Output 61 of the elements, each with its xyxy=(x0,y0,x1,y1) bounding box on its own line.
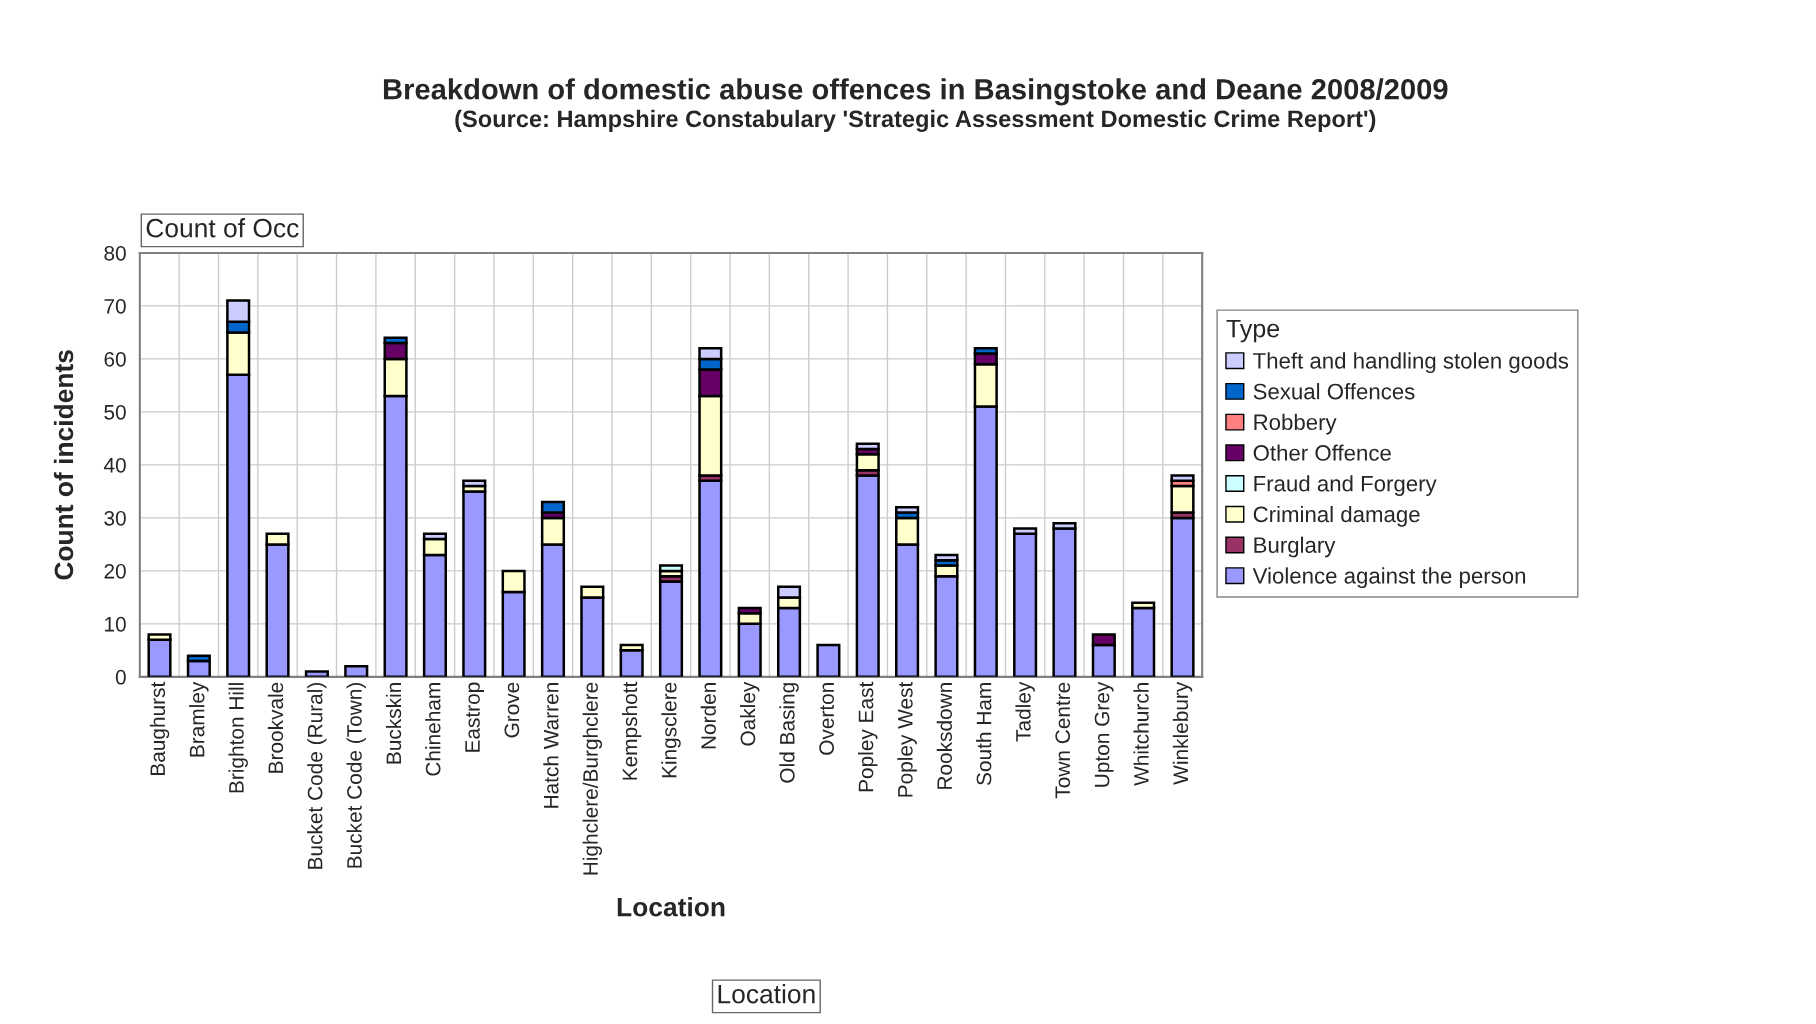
x-tick-label: Eastrop xyxy=(465,682,484,752)
y-tick-label: 10 xyxy=(105,616,126,632)
bar xyxy=(304,670,329,677)
legend-label: Fraud and Forgery xyxy=(1254,475,1437,496)
x-tick-label: Upton Grey xyxy=(1094,681,1114,787)
legend-label: Burglary xyxy=(1254,536,1336,558)
y-tick-label: 20 xyxy=(104,563,126,579)
legend-title: Type xyxy=(1226,319,1280,343)
x-tick-label: Popley East xyxy=(858,681,878,792)
x-tick-label: Kempshott xyxy=(621,681,642,780)
legend-label: Theft and handling stolen goods xyxy=(1253,352,1569,374)
x-tick-label: Baughurst xyxy=(149,681,170,775)
text: Location xyxy=(718,984,815,1004)
y-tick-label: 50 xyxy=(104,404,126,420)
x-tick-label: Tadley xyxy=(1015,681,1035,742)
legend-label: Robbery xyxy=(1254,413,1337,435)
chart-subtitle: (Source: Hampshire Constabulary 'Strategic Assessment Domestic Crime Report') xyxy=(455,109,1376,132)
x-tick-label: Winklebury xyxy=(1172,681,1193,785)
bar xyxy=(855,474,880,677)
bar xyxy=(462,490,487,677)
bar xyxy=(658,564,684,573)
x-tick-label: Brookvale xyxy=(267,682,284,773)
x-axis-title: Location xyxy=(617,897,725,917)
x-tick-label: Oakley xyxy=(740,681,760,746)
x-tick-label: Bramley xyxy=(189,681,209,757)
y-tick-label: 70 xyxy=(104,298,126,314)
x-tick-label: Hatch Warren xyxy=(543,683,559,808)
legend-label: Other Offence xyxy=(1253,444,1391,461)
x-tick-label: Buckskin xyxy=(385,683,402,764)
x-tick-label: Grove xyxy=(504,682,520,738)
x-tick-label: South Ham xyxy=(976,683,992,785)
bar xyxy=(698,479,723,677)
bar xyxy=(1170,516,1195,677)
x-tick-label: Popley West xyxy=(897,681,917,797)
bar xyxy=(344,665,369,677)
x-tick-label: Town Centre xyxy=(1055,682,1071,799)
x-tick-label: Kingsclere xyxy=(661,682,681,778)
bar xyxy=(816,643,841,677)
y-axis-title: Count of incidents xyxy=(53,350,74,580)
text: Count of Occ xyxy=(146,218,299,238)
x-tick-label: Norden xyxy=(700,683,716,749)
y-tick-label: 0 xyxy=(115,669,126,685)
x-tick-label: Bucket Code (Rural) xyxy=(307,683,327,869)
x-tick-label: Chineham xyxy=(425,683,441,776)
x-tick-label: Highclere/Burghclere xyxy=(582,682,603,875)
x-tick-label: Whitchurch xyxy=(1133,683,1149,786)
y-tick-label: 60 xyxy=(104,351,126,367)
x-tick-label: Brighton Hill xyxy=(228,683,248,793)
x-tick-label: Rooksdown xyxy=(936,683,953,789)
legend-label: Sexual Offences xyxy=(1253,383,1415,400)
y-tick-label: 30 xyxy=(104,510,126,526)
chart-title: Breakdown of domestic abuse offences in Basingstoke and Deane 2008/2009 xyxy=(383,78,1448,106)
y-tick-label: 40 xyxy=(103,457,126,473)
legend-label: Criminal damage xyxy=(1253,505,1420,527)
y-tick-label: 80 xyxy=(104,245,126,261)
x-tick-label: Overton xyxy=(819,683,834,755)
x-tick-label: Old Basing xyxy=(779,683,799,783)
bar xyxy=(1170,474,1195,483)
x-tick-label: Bucket Code (Town) xyxy=(346,683,366,868)
bar xyxy=(658,580,684,677)
legend-label: Violence against the person xyxy=(1252,567,1526,589)
